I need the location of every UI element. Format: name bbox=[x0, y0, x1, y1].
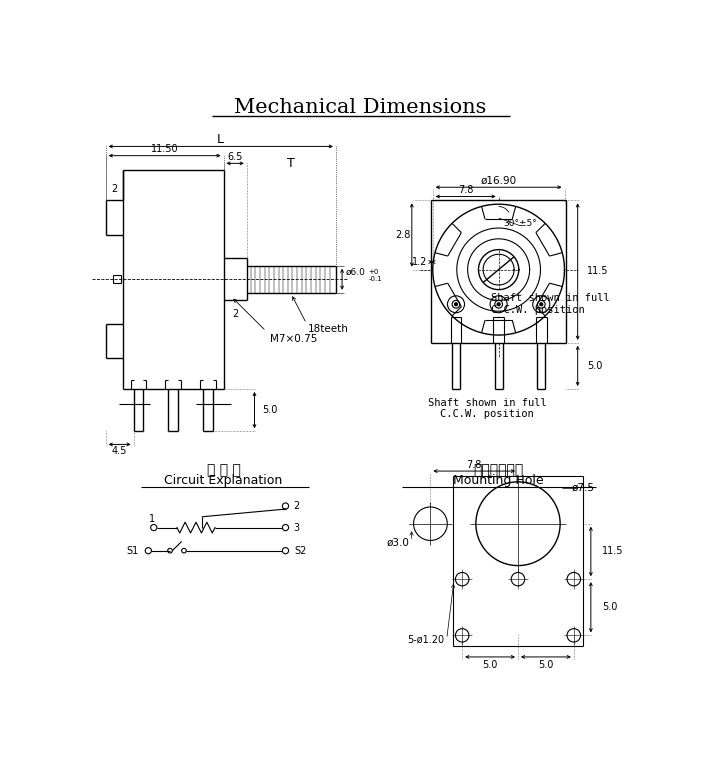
Text: Shaft shown in full: Shaft shown in full bbox=[491, 293, 610, 303]
Text: 11.50: 11.50 bbox=[150, 144, 179, 154]
Text: Mechanical Dimensions: Mechanical Dimensions bbox=[233, 99, 486, 117]
Text: 2: 2 bbox=[111, 183, 117, 194]
Text: 18teeth: 18teeth bbox=[308, 324, 349, 334]
Text: 11.5: 11.5 bbox=[602, 547, 623, 557]
Text: 5-ø1.20: 5-ø1.20 bbox=[407, 635, 444, 645]
Text: 5.0: 5.0 bbox=[587, 361, 602, 371]
Text: Mounting Hole: Mounting Hole bbox=[453, 474, 544, 487]
Text: Circuit Explanation: Circuit Explanation bbox=[165, 474, 283, 487]
Text: C.C.W. position: C.C.W. position bbox=[440, 409, 534, 419]
Text: 5.0: 5.0 bbox=[262, 405, 278, 415]
Circle shape bbox=[540, 303, 543, 306]
Text: +0
-0.1: +0 -0.1 bbox=[368, 269, 382, 282]
Text: ø6.0: ø6.0 bbox=[345, 268, 365, 277]
Text: ø7.5: ø7.5 bbox=[572, 483, 595, 493]
Text: C.C.W. position: C.C.W. position bbox=[491, 305, 585, 315]
Circle shape bbox=[454, 303, 458, 306]
Text: 7.8: 7.8 bbox=[458, 185, 474, 195]
Text: 4.5: 4.5 bbox=[112, 446, 127, 456]
Text: 11.5: 11.5 bbox=[587, 266, 609, 276]
Text: 3: 3 bbox=[293, 523, 299, 533]
Circle shape bbox=[497, 303, 500, 306]
Text: S1: S1 bbox=[126, 546, 138, 556]
Text: 30°±5°: 30°±5° bbox=[503, 219, 537, 228]
Text: T: T bbox=[287, 157, 295, 170]
Text: 2.8: 2.8 bbox=[395, 230, 411, 240]
Text: 2: 2 bbox=[232, 309, 238, 319]
Text: ø16.90: ø16.90 bbox=[481, 175, 517, 185]
Text: 安装孔位置圖: 安装孔位置圖 bbox=[474, 463, 524, 476]
Text: S2: S2 bbox=[295, 546, 307, 556]
Text: 1.2: 1.2 bbox=[412, 257, 427, 267]
Text: 1: 1 bbox=[149, 514, 155, 524]
Text: L: L bbox=[217, 133, 224, 146]
Text: M7×0.75: M7×0.75 bbox=[269, 334, 317, 344]
Text: 5.0: 5.0 bbox=[538, 660, 553, 670]
Text: 5.0: 5.0 bbox=[602, 602, 617, 612]
Text: 2: 2 bbox=[293, 501, 299, 511]
Text: 6.5: 6.5 bbox=[228, 152, 243, 162]
Text: 7.8: 7.8 bbox=[466, 460, 482, 470]
Text: 接 線 圖: 接 線 圖 bbox=[207, 463, 240, 476]
Text: Shaft shown in full: Shaft shown in full bbox=[427, 398, 546, 408]
Text: 5.0: 5.0 bbox=[482, 660, 498, 670]
Text: ø3.0: ø3.0 bbox=[387, 538, 409, 548]
